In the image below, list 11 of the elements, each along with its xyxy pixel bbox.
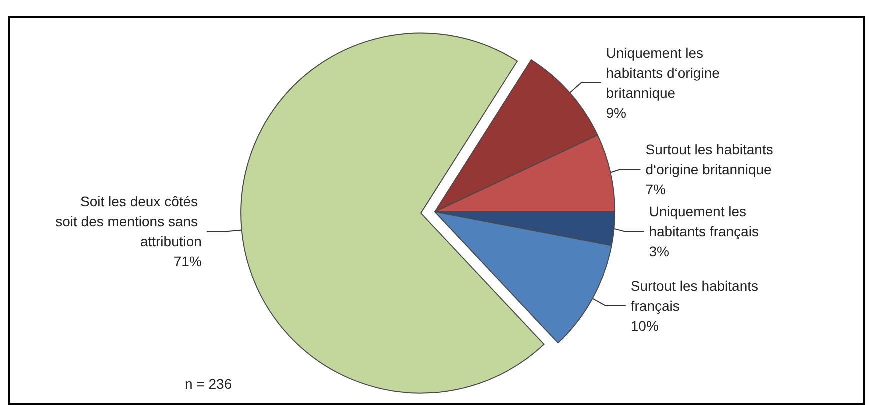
slice-label: Uniquement les habitants français bbox=[649, 203, 759, 240]
text: n = 236 bbox=[185, 376, 232, 392]
slice-label: Surtout les habitants d‘origine britannique bbox=[646, 141, 778, 178]
slice-label: Surtout les habitants français bbox=[630, 278, 762, 314]
data-label: 7% bbox=[646, 181, 666, 198]
slice-label: Soit les deux côtés soit des mentions sans attribution bbox=[56, 194, 202, 250]
data-label: 9% bbox=[606, 105, 627, 122]
slice-label: Uniquement les habitants d‘origine britannique bbox=[606, 45, 724, 102]
data-label: 71% bbox=[174, 254, 202, 270]
data-label: 10% bbox=[630, 318, 659, 334]
data-label: 3% bbox=[649, 243, 670, 260]
